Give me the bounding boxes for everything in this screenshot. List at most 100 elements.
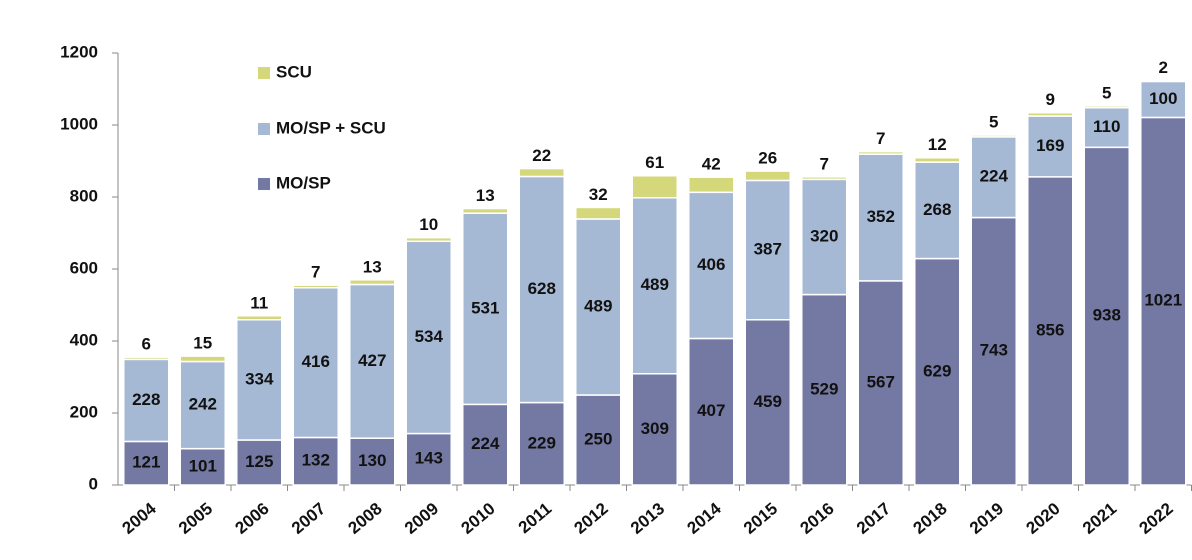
bar-segment — [801, 176, 848, 181]
data-label: 7 — [876, 129, 885, 148]
x-tick-label: 2014 — [684, 499, 726, 538]
data-label: 938 — [1093, 306, 1121, 325]
bar-segment — [1140, 116, 1187, 486]
data-label: 10 — [419, 215, 438, 234]
data-label: 229 — [528, 433, 556, 452]
bar-segment — [744, 179, 791, 321]
data-label: 242 — [189, 395, 217, 414]
bar-segment — [292, 436, 339, 486]
bar-segment — [462, 207, 509, 214]
bar-segment — [801, 178, 848, 296]
bar-segment — [405, 240, 452, 435]
bar-segment — [123, 356, 170, 361]
bar-segment — [236, 439, 283, 486]
y-tick-label: 1200 — [60, 42, 98, 61]
x-tick-label: 2016 — [797, 499, 838, 538]
data-label: 534 — [415, 327, 444, 346]
data-label: 224 — [980, 167, 1009, 186]
bar-segment — [575, 206, 622, 220]
data-label: 309 — [641, 419, 669, 438]
data-label: 567 — [867, 372, 895, 391]
data-label: 110 — [1093, 117, 1120, 136]
legend-label: MO/SP + SCU — [276, 118, 386, 137]
bar-segment — [857, 280, 904, 486]
data-label: 629 — [923, 361, 951, 380]
data-label: 32 — [589, 185, 608, 204]
x-tick-label: 2015 — [740, 499, 781, 538]
data-label: 427 — [358, 351, 386, 370]
bar-segment — [631, 196, 678, 375]
bar-segment — [405, 236, 452, 243]
bar-segment — [631, 175, 678, 199]
data-label: 12 — [928, 135, 947, 154]
bar-segment — [349, 279, 396, 286]
y-tick-label: 0 — [89, 474, 98, 493]
data-label: 100 — [1149, 89, 1177, 108]
y-tick-label: 200 — [70, 402, 98, 421]
data-label: 132 — [302, 451, 330, 470]
data-label: 7 — [820, 154, 829, 173]
data-label: 459 — [754, 392, 782, 411]
bar-segment — [744, 319, 791, 486]
data-label: 9 — [1046, 90, 1055, 109]
x-tick-label: 2006 — [232, 499, 273, 538]
bar-segment — [688, 191, 735, 340]
data-label: 11 — [250, 293, 268, 312]
x-tick-label: 2005 — [175, 499, 216, 538]
data-label: 143 — [415, 449, 443, 468]
data-label: 5 — [989, 113, 998, 132]
bar-segment — [292, 286, 339, 439]
bar-segment — [462, 212, 509, 406]
bar-segment — [801, 293, 848, 486]
data-label: 529 — [810, 379, 838, 398]
data-label: 856 — [1036, 320, 1064, 339]
bar-segment — [1140, 79, 1187, 83]
bar-segment — [405, 432, 452, 486]
data-label: 2 — [1159, 58, 1168, 77]
bar-segment — [688, 176, 735, 194]
data-label: 22 — [532, 146, 551, 165]
bar-segment — [914, 257, 961, 486]
bar-segment — [292, 284, 339, 289]
bar-segment — [179, 360, 226, 450]
data-label: 130 — [358, 451, 386, 470]
x-tick-label: 2010 — [458, 499, 499, 538]
data-label: 101 — [189, 456, 217, 475]
data-label: 5 — [1102, 83, 1111, 102]
data-label: 743 — [980, 341, 1008, 360]
legend-label: SCU — [276, 62, 312, 81]
bar-segment — [1083, 105, 1130, 109]
bar-segment — [575, 394, 622, 486]
data-label: 61 — [645, 153, 664, 172]
data-label: 628 — [528, 279, 556, 298]
x-tick-label: 2011 — [515, 499, 555, 537]
bar-segment — [349, 283, 396, 439]
x-tick-label: 2013 — [627, 499, 668, 538]
data-label: 250 — [584, 429, 612, 448]
data-label: 531 — [471, 298, 499, 317]
data-label: 352 — [867, 207, 895, 226]
data-label: 7 — [311, 263, 320, 282]
bar-segment — [970, 134, 1017, 138]
data-label: 224 — [471, 434, 500, 453]
bar-segment — [857, 153, 904, 282]
data-label: 13 — [476, 186, 495, 205]
bar-segment — [857, 150, 904, 155]
bar-segment — [1027, 112, 1074, 117]
data-label: 387 — [754, 240, 782, 259]
data-label: 15 — [193, 334, 212, 353]
y-tick-label: 400 — [70, 330, 98, 349]
data-label: 489 — [584, 296, 612, 315]
y-tick-label: 600 — [70, 258, 98, 277]
data-label: 121 — [132, 453, 160, 472]
data-label: 406 — [697, 255, 725, 274]
data-label: 228 — [132, 390, 160, 409]
bar-segment — [1083, 106, 1130, 149]
y-tick-label: 1000 — [60, 114, 98, 133]
x-tick-label: 2009 — [401, 499, 442, 538]
data-label: 268 — [923, 200, 951, 219]
x-tick-label: 2007 — [288, 499, 329, 538]
legend-label: MO/SP — [276, 173, 331, 192]
bar-segment — [236, 315, 283, 321]
